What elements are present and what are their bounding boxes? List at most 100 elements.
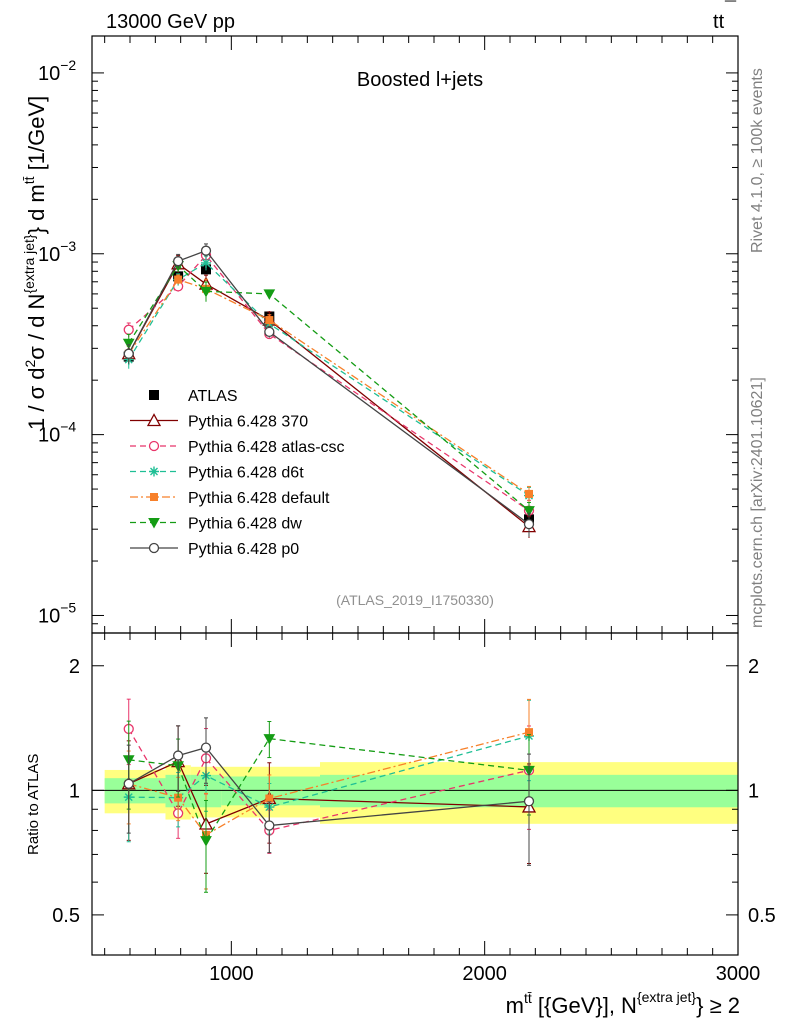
legend-label-4: Pythia 6.428 dw — [188, 516, 302, 533]
y-label-sup-tt: tt̄ — [21, 176, 37, 184]
legend-marker-3 — [150, 493, 158, 501]
legend-marker-4 — [148, 518, 160, 529]
main-y-tick-base: 10 — [38, 605, 60, 627]
ratio-series-marker — [200, 742, 212, 753]
y-label-sup2: 2 — [22, 360, 38, 368]
main-series-marker — [200, 245, 212, 256]
plot-title: Boosted l+jets — [357, 69, 483, 91]
main-series-5 — [123, 243, 535, 537]
y-axis-label: 1 / σ d2σ / d N{extra jet}} d mtt̄ [1/Ge… — [21, 96, 49, 430]
ratio-series-line — [128, 737, 530, 843]
main-y-tick-label: 10−4 — [38, 419, 76, 447]
main-y-tick-exp: −2 — [60, 57, 76, 73]
legend-label-0: Pythia 6.428 370 — [188, 414, 308, 431]
ratio-series-marker — [172, 750, 184, 761]
ratio-series-marker — [174, 793, 183, 802]
main-panel: 10−510−410−310−2 Boosted l+jets (ATLAS_2… — [38, 35, 739, 634]
main-series-marker — [172, 256, 184, 267]
rivet-label: Rivet 4.1.0, ≥ 100k events — [749, 68, 766, 253]
main-y-ticks: 10−510−410−310−2 — [38, 57, 738, 634]
main-series-4 — [122, 259, 535, 520]
main-y-tick-base: 10 — [38, 63, 60, 85]
header-ttbar-t2: t — [719, 11, 725, 33]
header-ttbar-bar: ¯ — [724, 0, 737, 21]
legend-label-2: Pythia 6.428 d6t — [188, 465, 304, 482]
main-series-marker — [525, 489, 533, 498]
legend: ATLAS Pythia 6.428 370 Pythia 6.428 atlas-… — [130, 388, 345, 558]
analysis-id: (ATLAS_2019_I1750330) — [336, 592, 494, 608]
main-series-marker — [200, 286, 212, 298]
legend-marker-5 — [148, 542, 160, 554]
ratio-axis-label: Ratio to ATLAS — [25, 754, 42, 855]
ratio-series-marker — [263, 734, 276, 745]
main-series-2 — [123, 255, 534, 505]
main-series-marker — [523, 518, 535, 530]
main-series-marker — [201, 257, 211, 268]
main-series-marker — [264, 326, 275, 338]
ratio-series-marker — [523, 796, 535, 807]
legend-label-atlas: ATLAS — [188, 388, 238, 405]
legend-label-1: Pythia 6.428 atlas-csc — [188, 439, 345, 456]
y-label-p2: σ / d N — [24, 294, 49, 360]
ratio-y-tick-label-right: 0.5 — [748, 905, 776, 927]
x-tick-label: 1000 — [209, 963, 254, 985]
main-series-marker — [123, 324, 134, 335]
main-series-marker — [123, 348, 134, 359]
ratio-series-line — [128, 728, 530, 832]
main-y-tick-base: 10 — [38, 244, 60, 266]
ratio-y-tick-label-right: 1 — [748, 780, 759, 802]
ratio-y-tick-label-left: 1 — [69, 780, 80, 802]
x-label-p3: } ≥ 2 — [696, 993, 740, 1018]
ratio-series-group — [121, 698, 537, 893]
legend-marker-atlas — [149, 390, 159, 400]
main-series-marker — [174, 275, 183, 284]
mcplots-label: mcplots.cern.ch [arXiv:2401.10621] — [749, 377, 766, 628]
ratio-y-ticks: 0.5 0.5 1 1 2 2 — [52, 656, 776, 927]
legend-label-3: Pythia 6.428 default — [188, 490, 330, 507]
header-ttbar-t1: t — [713, 11, 719, 33]
ratio-series-marker — [265, 794, 274, 803]
main-y-tick-exp: −3 — [60, 238, 76, 254]
main-y-tick-label: 10−2 — [38, 57, 76, 85]
ratio-y-tick-label-left: 2 — [69, 656, 80, 678]
main-y-tick-base: 10 — [38, 425, 60, 447]
main-y-tick-exp: −5 — [60, 599, 76, 615]
main-series-marker — [263, 289, 276, 300]
y-label-p4: [1/GeV] — [24, 96, 49, 177]
ratio-frame — [91, 632, 739, 956]
main-series-marker — [122, 338, 135, 350]
header-process: 13000 GeV pp — [106, 11, 235, 33]
ratio-series-5 — [123, 717, 535, 866]
ratio-series-marker — [123, 778, 134, 789]
main-series-line — [128, 262, 530, 497]
y-label-sup-extra: {extra jet} — [21, 234, 37, 293]
main-y-tick-label: 10−5 — [38, 599, 76, 627]
x-label-p2: [{GeV}], N — [532, 993, 637, 1018]
main-series-3 — [124, 274, 533, 503]
x-label-sup-extra: {extra jet} — [637, 989, 696, 1005]
ratio-y-tick-label-left: 0.5 — [52, 905, 80, 927]
header-ttbar: tt — [713, 11, 725, 33]
x-axis-ticks: 1000 2000 3000 — [104, 36, 761, 985]
main-series-line — [128, 254, 530, 512]
main-series-group — [121, 243, 537, 539]
ratio-panel: 0.5 0.5 1 1 2 2 — [52, 632, 776, 956]
x-label-p1: m — [506, 993, 524, 1018]
x-label-sup-tt: tt̄ — [524, 990, 532, 1006]
main-series-line — [128, 278, 530, 495]
y-label-p3: } d m — [24, 184, 49, 234]
ratio-y-tick-label-right: 2 — [748, 656, 759, 678]
x-tick-label: 2000 — [462, 963, 507, 985]
legend-marker-2 — [149, 466, 159, 477]
main-series-marker — [523, 506, 535, 517]
x-tick-label: 3000 — [716, 963, 761, 985]
legend-marker-0 — [146, 413, 162, 427]
ratio-series-marker — [525, 728, 533, 737]
legend-label-5: Pythia 6.428 p0 — [188, 541, 299, 558]
main-series-marker — [265, 316, 274, 325]
ratio-series-marker — [200, 836, 212, 847]
main-y-tick-label: 10−3 — [38, 238, 76, 266]
ratio-series-marker — [264, 820, 275, 831]
main-y-tick-exp: −4 — [60, 419, 76, 435]
